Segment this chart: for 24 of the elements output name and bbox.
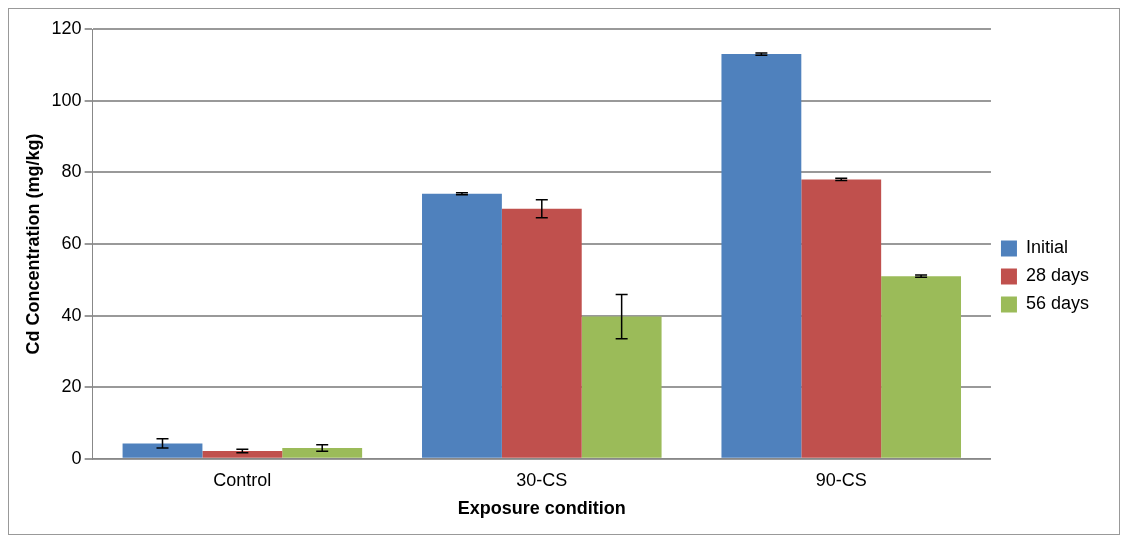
x-tick-label: Control xyxy=(213,469,272,490)
bar xyxy=(721,54,802,458)
y-tick-label: 80 xyxy=(61,161,82,182)
bar xyxy=(881,276,962,458)
legend-label: 28 days xyxy=(1025,265,1089,286)
y-tick-label: 0 xyxy=(71,447,82,468)
y-tick-label: 40 xyxy=(61,304,82,325)
x-axis-title: Exposure condition xyxy=(457,498,626,519)
legend-label: 56 days xyxy=(1025,293,1089,314)
legend-label: Initial xyxy=(1025,237,1068,258)
y-tick-label: 60 xyxy=(61,232,82,253)
bar xyxy=(202,450,283,458)
bar xyxy=(581,316,662,458)
bar xyxy=(801,179,882,458)
bar xyxy=(501,208,582,458)
bar xyxy=(122,443,203,458)
x-tick-label: 30-CS xyxy=(516,469,568,490)
bar xyxy=(422,193,502,458)
y-axis-title: Cd Concentration (mg/kg) xyxy=(22,133,43,355)
y-tick-label: 20 xyxy=(61,376,82,397)
x-tick-label: 90-CS xyxy=(815,469,867,490)
bar xyxy=(282,448,363,458)
y-tick-label: 120 xyxy=(51,17,82,38)
y-tick-label: 100 xyxy=(51,89,82,110)
